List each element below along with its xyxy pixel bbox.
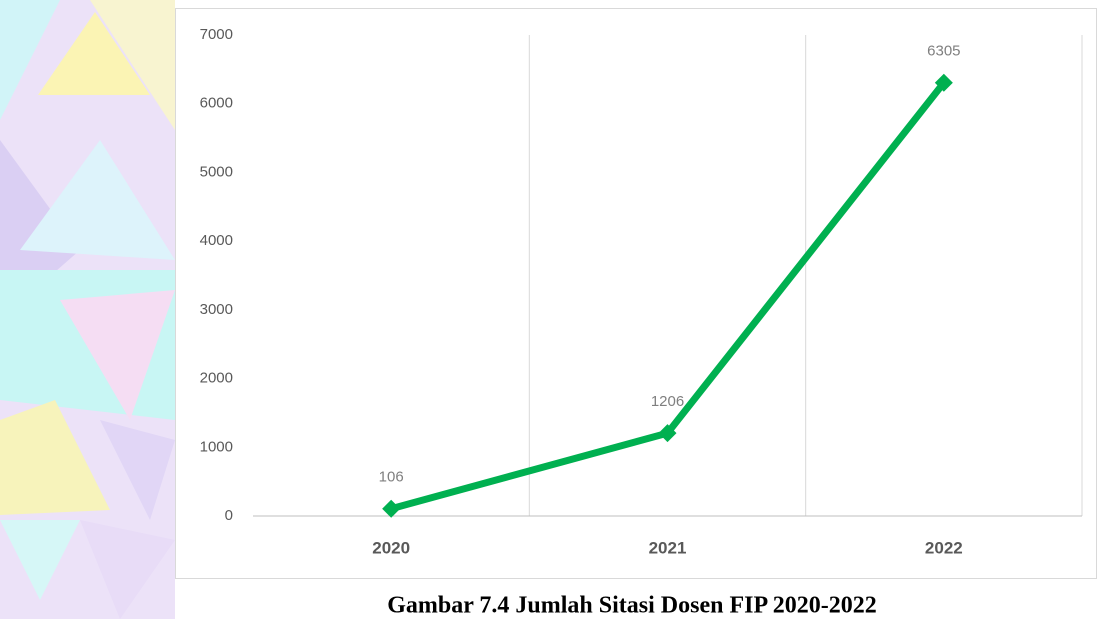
marker xyxy=(658,424,677,443)
chart-area xyxy=(175,8,1097,579)
data-label: 1206 xyxy=(651,393,684,410)
y-tick-label: 4000 xyxy=(200,232,233,249)
marker xyxy=(934,73,953,92)
y-tick-label: 0 xyxy=(225,507,233,524)
caption: Gambar 7.4 Jumlah Sitasi Dosen FIP 2020-… xyxy=(387,593,877,619)
y-tick-label: 6000 xyxy=(200,95,233,112)
data-label: 106 xyxy=(379,469,404,486)
x-tick-label: 2020 xyxy=(372,538,410,557)
background-decoration xyxy=(0,0,175,619)
y-tick-label: 2000 xyxy=(200,370,233,387)
x-tick-label: 2022 xyxy=(925,538,963,557)
x-tick-label: 2021 xyxy=(649,538,687,557)
y-tick-label: 7000 xyxy=(200,26,233,43)
y-tick-label: 3000 xyxy=(200,301,233,318)
y-tick-label: 5000 xyxy=(200,163,233,180)
y-tick-label: 1000 xyxy=(200,438,233,455)
marker xyxy=(382,499,401,518)
data-label: 6305 xyxy=(927,43,960,60)
